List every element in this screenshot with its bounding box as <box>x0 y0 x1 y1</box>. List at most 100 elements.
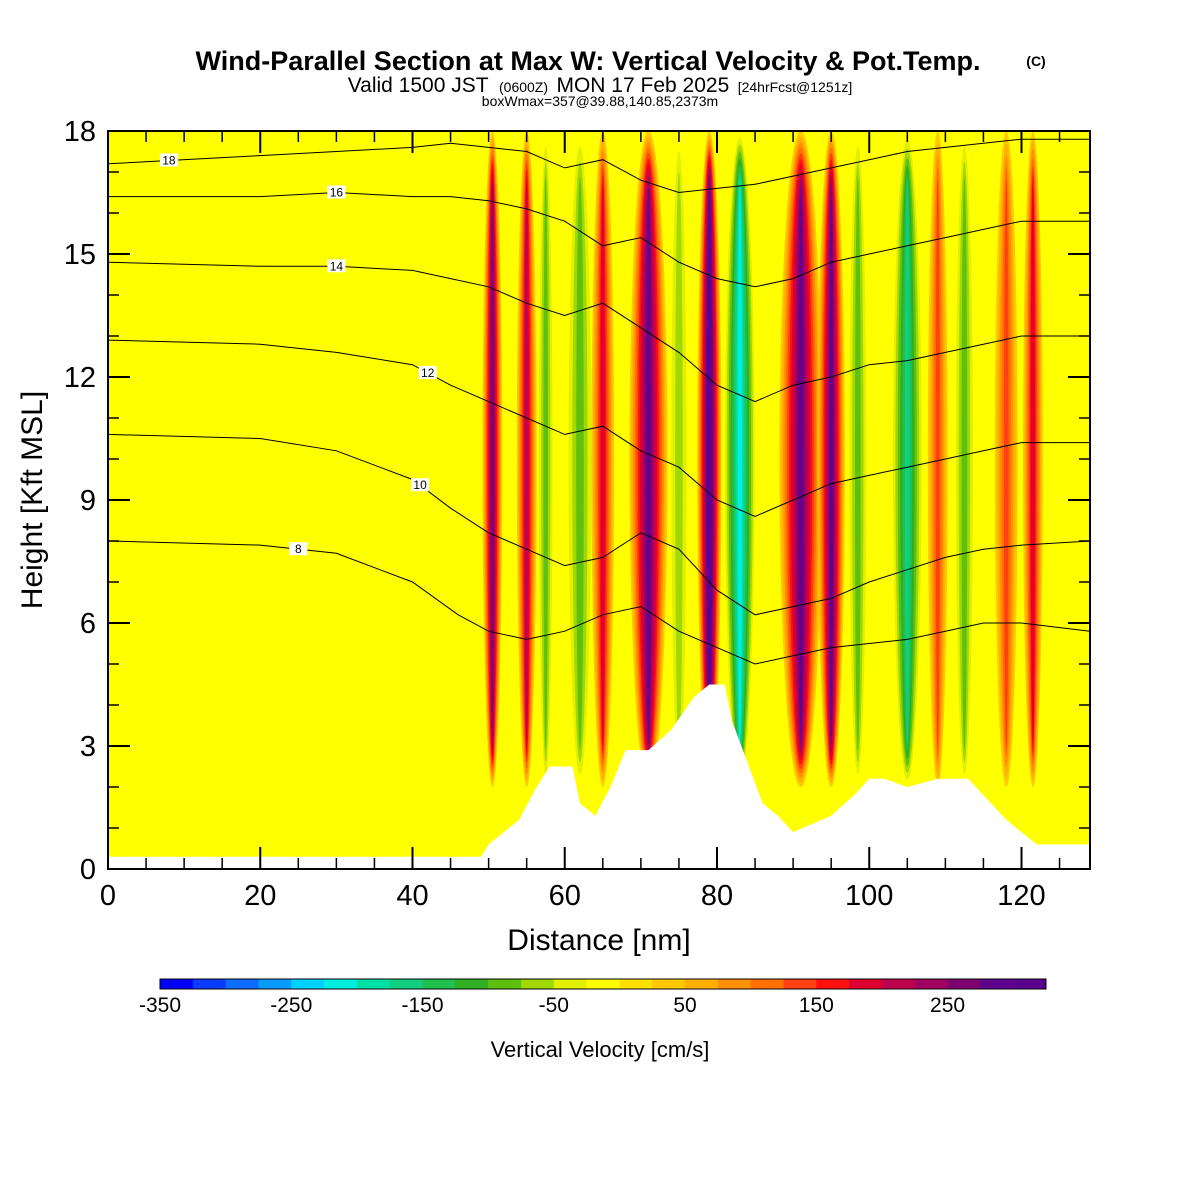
velocity-band <box>723 131 757 787</box>
x-tick-label: 40 <box>396 880 428 912</box>
colorbar-swatch <box>881 979 916 989</box>
chart-subtitle: Valid 1500 JST (0600Z) MON 17 Feb 2025 [… <box>348 74 853 97</box>
colorbar-swatch <box>488 979 522 989</box>
velocity-band-shade <box>935 180 940 748</box>
colorbar-swatch <box>816 979 850 989</box>
velocity-band-shade <box>961 177 968 751</box>
theta-contour-label: 14 <box>330 259 344 273</box>
velocity-band <box>697 131 722 787</box>
colorbar-tick-label: 250 <box>930 994 965 1017</box>
colorbar-swatch <box>324 979 358 989</box>
velocity-band <box>952 131 976 787</box>
y-tick-label: 6 <box>80 608 96 640</box>
velocity-band <box>817 131 845 787</box>
chart-note: boxWmax=357@39.88,140.85,2373m <box>482 93 718 109</box>
colorbar-swatch <box>717 979 752 989</box>
velocity-band-shade <box>854 177 861 751</box>
y-tick-label: 3 <box>80 731 96 763</box>
velocity-band-shade <box>737 185 742 744</box>
colorbar-tick-label: 150 <box>799 994 834 1017</box>
colorbar-swatch <box>849 979 883 989</box>
colorbar-swatch <box>520 979 555 989</box>
velocity-band-shade <box>646 186 651 743</box>
colorbar-swatch <box>914 979 949 989</box>
subtitle-date: MON 17 Feb 2025 <box>556 74 729 97</box>
velocity-band <box>890 131 925 787</box>
colorbar-swatch <box>291 979 325 989</box>
theta-contour-label-box <box>327 185 346 199</box>
y-tick-label: 18 <box>64 116 96 148</box>
velocity-band <box>927 131 948 787</box>
velocity-band-shade <box>798 186 803 743</box>
theta-contour-line <box>108 138 1090 194</box>
colorbar-swatch <box>750 979 784 989</box>
velocity-band <box>667 131 691 787</box>
colorbar-tick-label: -350 <box>139 994 181 1017</box>
velocity-band <box>1023 131 1043 787</box>
colorbar-swatch <box>652 979 686 989</box>
velocity-band <box>779 131 823 787</box>
colorbar-swatch <box>980 979 1014 989</box>
colorbar-swatch <box>947 979 981 989</box>
y-tick-label: 12 <box>64 362 96 394</box>
chart-title-suffix: (C) <box>1026 53 1045 69</box>
theta-contour-line <box>108 261 1090 403</box>
velocity-band <box>536 131 555 787</box>
velocity-band <box>846 131 870 787</box>
x-tick-label: 0 <box>100 880 116 912</box>
colorbar-tick-label: -150 <box>402 994 444 1017</box>
velocity-band-shade <box>543 177 548 751</box>
theta-contour-label: 8 <box>295 542 302 556</box>
subtitle-valid: Valid 1500 JST <box>348 74 489 97</box>
velocity-band <box>994 131 1018 787</box>
velocity-band <box>482 131 503 787</box>
velocity-band-shade <box>675 172 683 755</box>
colorbar-swatch <box>422 979 456 989</box>
colorbar-swatch <box>192 979 227 989</box>
colorbar-tick-label: -250 <box>270 994 312 1017</box>
theta-contour-label: 18 <box>162 154 176 168</box>
velocity-band-shade <box>904 183 910 745</box>
colorbar-swatch <box>455 979 489 989</box>
y-tick-label: 9 <box>80 485 96 517</box>
velocity-band <box>564 131 596 787</box>
colorbar-frame <box>159 978 1047 990</box>
colorbar-swatch <box>685 979 719 989</box>
colorbar-swatch <box>553 979 588 989</box>
theta-contour-label-box <box>418 365 437 379</box>
chart-title: Wind-Parallel Section at Max W: Vertical… <box>196 46 981 76</box>
velocity-band <box>629 131 668 787</box>
colorbar-swatch <box>225 979 259 989</box>
subtitle-zulu: (0600Z) <box>499 79 548 95</box>
colorbar: -350 -250 -150 -50 50 150 250 <box>139 978 1047 1017</box>
x-axis: 0 20 40 60 80 100 120 <box>100 131 1061 912</box>
colorbar-tick-label: -50 <box>539 994 569 1017</box>
colorbar-tick-label: 50 <box>673 994 696 1017</box>
velocity-band-shade <box>490 186 495 743</box>
theta-contour-label: 10 <box>413 478 427 492</box>
x-tick-label: 80 <box>701 880 733 912</box>
theta-contour-label-box <box>289 542 308 556</box>
velocity-band-shade <box>829 186 834 743</box>
x-tick-label: 100 <box>845 880 893 912</box>
velocity-band-shade <box>1003 180 1009 748</box>
theta-contours: 8 10 12 14 16 18 <box>108 138 1090 665</box>
terrain-mask <box>108 684 1090 869</box>
colorbar-swatch <box>389 979 424 989</box>
colorbar-label: Vertical Velocity [cm/s] <box>491 1037 710 1062</box>
velocity-band <box>591 131 615 787</box>
theta-contour-line <box>108 540 1090 665</box>
theta-contour-label-box <box>327 259 346 273</box>
velocity-band-shade <box>600 183 605 745</box>
colorbar-swatch <box>1013 979 1047 989</box>
x-tick-label: 120 <box>997 880 1045 912</box>
velocity-band <box>516 131 537 787</box>
velocity-band-shade <box>1030 183 1035 745</box>
y-axis-label: Height [Kft MSL] <box>16 391 49 609</box>
velocity-band-shade <box>524 184 529 744</box>
y-tick-label: 0 <box>80 854 96 886</box>
theta-contour-label: 16 <box>330 186 344 200</box>
x-axis-label: Distance [nm] <box>507 924 690 957</box>
colorbar-swatch <box>619 979 653 989</box>
